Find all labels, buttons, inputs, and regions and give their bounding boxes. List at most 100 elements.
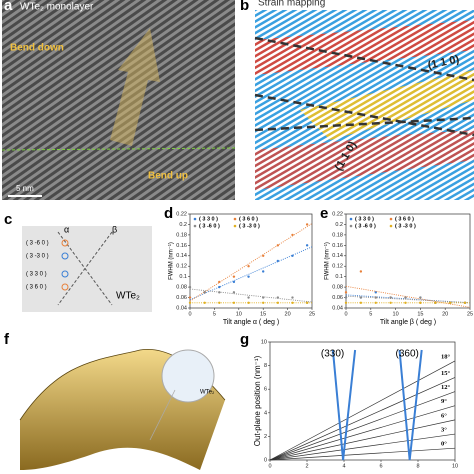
diffraction-trace (398, 349, 423, 461)
strain-band (255, 130, 474, 190)
data-point (262, 270, 265, 273)
legend-label: ( 3 6 0 ) (395, 216, 414, 222)
data-point (374, 301, 377, 304)
x-tick-label: 0 (344, 311, 347, 317)
data-point (305, 244, 309, 247)
fan-line (269, 391, 456, 461)
y-tick-label: 0.04 (332, 305, 343, 311)
legend-marker (233, 224, 237, 228)
x-tick-label: 15 (417, 311, 423, 317)
y-tick-label: 0.1 (335, 274, 343, 280)
strain-band (300, 70, 474, 140)
annotation: (330) (321, 349, 344, 360)
trend-line (345, 294, 471, 304)
y-tick-label: 0.14 (176, 253, 187, 259)
data-point (262, 296, 265, 299)
trend-line (345, 285, 471, 308)
legend-label: ( 3 -3 0 ) (395, 223, 416, 229)
trend-line (189, 223, 313, 302)
legend-marker (193, 224, 197, 228)
panel-label: c (4, 211, 12, 228)
y-axis-label: FWHM (nm⁻¹) (325, 242, 331, 280)
x-tick-label: 10 (393, 311, 399, 317)
data-point (463, 301, 467, 304)
hrtem-image (2, 0, 235, 200)
data-point (344, 301, 348, 304)
data-point (434, 301, 437, 304)
trend-line (189, 288, 313, 303)
data-point (218, 280, 221, 284)
legend-marker (233, 217, 237, 221)
data-point (232, 291, 236, 294)
panel-title: WTe₂ monolayer (20, 2, 94, 13)
data-point (203, 291, 206, 294)
data-point (188, 301, 192, 304)
x-axis-label: Tilt angle α ( deg ) (223, 319, 279, 326)
y-tick-label: 0.2 (335, 222, 343, 228)
y-axis-label: Out-plane position (nm⁻¹) (253, 355, 262, 446)
diffraction-image (22, 226, 152, 312)
plane-line (254, 36, 474, 82)
y-tick-label: 0.14 (332, 253, 343, 259)
scale-label: 5 nm (16, 184, 34, 193)
y-tick-label: 0.18 (332, 232, 343, 238)
data-point (344, 296, 348, 299)
data-point (247, 265, 250, 268)
data-point (262, 301, 265, 304)
fan-label: 9° (441, 398, 447, 405)
fan-label: 18° (441, 353, 451, 360)
y-tick-label: 0.16 (176, 243, 187, 249)
data-point (188, 285, 192, 289)
fan-line (269, 360, 456, 461)
panel-label: g (240, 331, 249, 348)
spot-marker (61, 239, 69, 247)
panel-f: f WTe₂ (4, 331, 226, 470)
legend-label: ( 3 6 0 ) (239, 216, 258, 222)
legend-marker (349, 217, 353, 221)
data-point (232, 275, 236, 278)
spot-label: ( 3 -3 0 ) (26, 254, 49, 260)
legend-marker (389, 224, 393, 228)
trend-line (345, 295, 471, 304)
y-tick-label: 0.1 (179, 274, 187, 280)
plane-line (254, 116, 474, 132)
panel-a: a WTe₂ monolayer Bend down Bend up 5 nm (1, 0, 236, 200)
panel-label: e (320, 205, 328, 222)
y-tick-label: 0.08 (176, 285, 187, 291)
fan-line (269, 419, 456, 461)
y-tick-label: 0.08 (332, 285, 343, 291)
data-point (276, 244, 280, 247)
data-point (448, 301, 452, 304)
annotation: Bend down (10, 43, 64, 54)
legend-marker (193, 217, 197, 221)
fan-line (269, 405, 456, 461)
x-tick-label: 25 (467, 311, 473, 317)
data-point (374, 296, 377, 299)
fan-label: 15° (441, 370, 451, 377)
y-tick-label: 2 (264, 434, 267, 440)
panel-label: f (4, 331, 10, 348)
material-label: WTe₂ (200, 390, 215, 396)
plot-frame (269, 341, 456, 461)
legend-label: ( 3 3 0 ) (355, 216, 374, 222)
spot-label: ( 3 -6 0 ) (26, 241, 49, 247)
boundary-line (1, 147, 236, 151)
data-point (344, 291, 348, 294)
x-tick-label: 25 (309, 311, 315, 317)
data-point (404, 301, 407, 304)
legend-label: ( 3 -3 0 ) (239, 223, 260, 229)
legend-label: ( 3 -6 0 ) (199, 223, 220, 229)
spot-marker (61, 270, 69, 278)
x-tick-label: 10 (236, 311, 242, 317)
x-tick-label: 0 (268, 463, 271, 469)
data-point (305, 301, 309, 304)
spot-marker (61, 252, 69, 260)
bend-arrow (110, 28, 160, 146)
y-tick-label: 0.2 (179, 222, 187, 228)
y-tick-label: 0.22 (332, 211, 343, 217)
panel-label: d (164, 205, 173, 222)
fan-line (269, 447, 456, 461)
data-point (359, 270, 363, 273)
plane-line (254, 93, 474, 137)
x-tick-label: 15 (260, 311, 266, 317)
